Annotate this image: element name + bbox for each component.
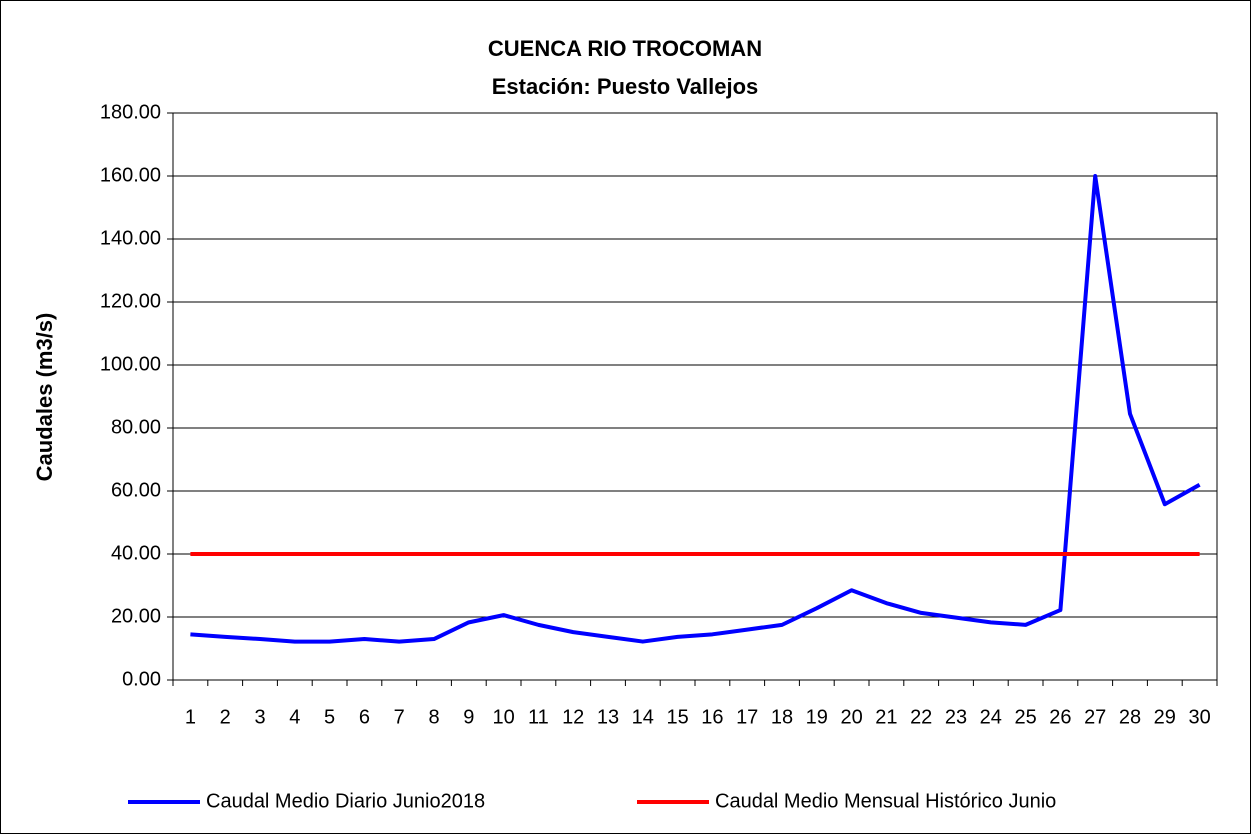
x-tick-label: 1: [185, 706, 196, 728]
x-tick-label: 14: [632, 706, 654, 728]
x-tick-label: 19: [806, 706, 828, 728]
x-tick-label: 8: [428, 706, 439, 728]
x-tick-label: 29: [1154, 706, 1176, 728]
x-tick-label: 11: [528, 706, 549, 728]
x-tick-label: 18: [771, 706, 793, 728]
x-tick-label: 12: [562, 706, 584, 728]
y-tick-label: 100.00: [100, 353, 161, 375]
x-tick-label: 9: [463, 706, 474, 728]
y-tick-label: 160.00: [100, 164, 161, 186]
x-tick-label: 28: [1119, 706, 1141, 728]
plot-area: [172, 112, 1218, 681]
x-tick-label: 5: [324, 706, 335, 728]
x-tick-label: 20: [840, 706, 862, 728]
x-tick-label: 10: [492, 706, 514, 728]
series-line: [190, 174, 1201, 644]
legend-label: Caudal Medio Mensual Histórico Junio: [715, 790, 1056, 812]
chart-subtitle: Estación: Puesto Vallejos: [492, 74, 759, 99]
x-tick-label: 3: [254, 706, 265, 728]
x-tick-label: 27: [1084, 706, 1106, 728]
x-tick-label: 6: [359, 706, 370, 728]
chart-title: CUENCA RIO TROCOMAN: [488, 36, 762, 61]
x-tick-label: 23: [945, 706, 967, 728]
x-tick-label: 16: [701, 706, 723, 728]
y-tick-label: 60.00: [111, 479, 161, 501]
x-tick-label: 25: [1014, 706, 1036, 728]
x-tick-label: 26: [1049, 706, 1071, 728]
x-tick-label: 2: [220, 706, 231, 728]
y-tick-label: 80.00: [111, 416, 161, 438]
x-tick-label: 24: [980, 706, 1002, 728]
x-tick-label: 21: [875, 706, 897, 728]
x-tick-label: 13: [597, 706, 619, 728]
y-tick-label: 120.00: [100, 290, 161, 312]
x-tick-label: 7: [394, 706, 405, 728]
y-axis-label: Caudales (m3/s): [32, 313, 57, 482]
x-tick-label: 17: [736, 706, 758, 728]
y-tick-label: 140.00: [100, 227, 161, 249]
legend-label: Caudal Medio Diario Junio2018: [206, 790, 485, 812]
y-tick-label: 180.00: [100, 101, 161, 123]
x-tick-label: 22: [910, 706, 932, 728]
y-tick-label: 20.00: [111, 605, 161, 627]
x-tick-label: 15: [666, 706, 688, 728]
x-tick-label: 30: [1188, 706, 1210, 728]
y-tick-label: 40.00: [111, 542, 161, 564]
y-tick-label: 0.00: [122, 668, 161, 690]
x-tick-label: 4: [289, 706, 300, 728]
